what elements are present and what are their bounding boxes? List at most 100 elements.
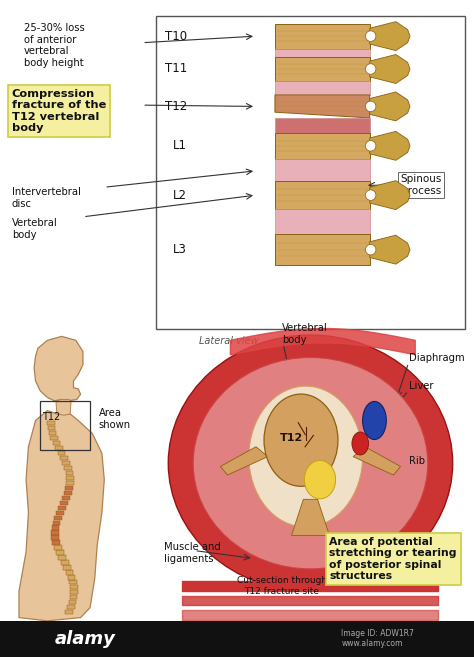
Bar <box>56 510 64 515</box>
Polygon shape <box>370 92 410 121</box>
Bar <box>65 610 73 614</box>
Bar <box>58 555 66 560</box>
Text: alamy: alamy <box>55 629 116 648</box>
Bar <box>67 605 75 609</box>
Polygon shape <box>275 181 370 209</box>
Bar <box>55 446 63 450</box>
Bar <box>58 506 66 510</box>
Bar <box>66 570 73 574</box>
Text: T12: T12 <box>42 412 60 422</box>
Ellipse shape <box>365 141 376 151</box>
Text: Diaphragm: Diaphragm <box>409 353 464 363</box>
Bar <box>0 621 474 657</box>
Bar <box>63 495 70 500</box>
Polygon shape <box>353 447 401 475</box>
Polygon shape <box>275 133 370 159</box>
Bar <box>54 545 62 550</box>
Bar <box>64 466 72 470</box>
Bar <box>156 16 465 328</box>
Bar <box>47 421 55 426</box>
Bar <box>60 456 68 461</box>
Bar <box>64 491 72 495</box>
Ellipse shape <box>363 401 386 440</box>
Text: L3: L3 <box>173 243 187 256</box>
Ellipse shape <box>365 190 376 200</box>
Ellipse shape <box>168 335 453 591</box>
Bar <box>53 520 60 525</box>
Polygon shape <box>275 57 370 81</box>
Polygon shape <box>275 95 370 118</box>
Bar <box>275 209 370 234</box>
Polygon shape <box>220 447 268 475</box>
Bar <box>65 471 73 475</box>
Polygon shape <box>370 22 410 51</box>
Polygon shape <box>275 24 370 49</box>
Bar <box>64 565 71 570</box>
Polygon shape <box>34 336 83 401</box>
Text: Vertebral
body: Vertebral body <box>12 218 58 240</box>
Polygon shape <box>370 181 410 210</box>
Polygon shape <box>19 411 104 621</box>
Bar <box>70 585 78 589</box>
Text: T12: T12 <box>280 433 303 443</box>
Text: Muscle and
ligaments: Muscle and ligaments <box>164 543 220 564</box>
Bar <box>65 486 73 490</box>
Polygon shape <box>370 55 410 83</box>
Bar <box>60 501 68 505</box>
Text: Cut-section through
T12 fracture site: Cut-section through T12 fracture site <box>237 576 327 596</box>
Ellipse shape <box>365 101 376 112</box>
Bar <box>69 600 76 604</box>
Text: L2: L2 <box>173 189 187 202</box>
Bar <box>61 560 69 564</box>
Bar <box>70 595 77 599</box>
Text: Area of potential
stretching or tearing
of posterior spinal
structures: Area of potential stretching or tearing … <box>329 537 457 581</box>
Text: Intervertebral
disc: Intervertebral disc <box>12 187 81 209</box>
Text: Lateral view: Lateral view <box>199 336 259 346</box>
Bar <box>69 580 77 585</box>
Bar <box>52 526 59 530</box>
Ellipse shape <box>352 432 369 455</box>
Bar <box>52 535 59 540</box>
Polygon shape <box>275 234 370 265</box>
Bar <box>66 476 74 480</box>
Bar <box>49 431 56 436</box>
Bar <box>66 481 74 485</box>
Polygon shape <box>56 399 71 415</box>
Ellipse shape <box>193 357 428 569</box>
Text: Rib: Rib <box>409 456 425 466</box>
Bar <box>56 551 64 555</box>
Text: Vertebral
body: Vertebral body <box>282 323 328 344</box>
Bar <box>275 81 370 95</box>
Text: L1: L1 <box>173 139 187 152</box>
Ellipse shape <box>304 461 336 499</box>
Bar <box>51 530 59 535</box>
Text: T12: T12 <box>165 100 187 113</box>
Polygon shape <box>370 131 410 160</box>
Bar <box>70 590 78 595</box>
Bar <box>58 451 65 455</box>
Text: alamy: alamy <box>237 411 350 443</box>
Bar <box>47 426 55 430</box>
Bar <box>63 461 70 465</box>
Text: Spinous
process: Spinous process <box>401 175 442 196</box>
Ellipse shape <box>249 386 363 527</box>
Text: T11: T11 <box>165 62 187 76</box>
Bar <box>53 441 60 445</box>
Bar <box>275 49 370 57</box>
Text: Liver: Liver <box>409 381 433 392</box>
Bar <box>275 159 370 181</box>
Bar <box>54 516 62 520</box>
Bar <box>40 401 90 450</box>
Polygon shape <box>370 235 410 264</box>
Text: 25-30% loss
of anterior
vertebral
body height: 25-30% loss of anterior vertebral body h… <box>24 23 84 68</box>
Text: Image ID: ADW1R7
www.alamy.com: Image ID: ADW1R7 www.alamy.com <box>341 629 414 648</box>
Ellipse shape <box>365 244 376 255</box>
Text: Area
shown: Area shown <box>99 409 131 430</box>
Ellipse shape <box>365 64 376 74</box>
Text: Compression
fracture of the
T12 vertebral
body: Compression fracture of the T12 vertebra… <box>12 89 106 133</box>
Ellipse shape <box>365 31 376 41</box>
Text: T10: T10 <box>165 30 187 43</box>
Bar <box>275 118 370 133</box>
Bar <box>53 541 60 545</box>
Ellipse shape <box>264 394 338 486</box>
